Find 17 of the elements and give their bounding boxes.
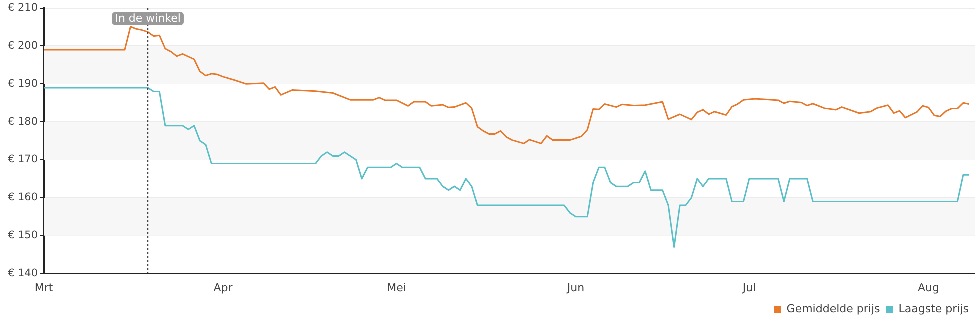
y-tick-label: € 160 [8,192,38,204]
legend-label: Gemiddelde prijs [786,302,881,316]
x-tick-label: Jun [566,281,585,294]
legend-label: Laagste prijs [898,302,970,316]
y-tick-label: € 200 [8,40,38,52]
ref-line-label: In de winkel [115,12,181,26]
y-tick-label: € 140 [8,268,38,280]
x-tick-label: Mrt [34,281,54,294]
y-tick-label: € 210 [8,2,38,14]
y-tick-label: € 170 [8,154,38,166]
x-tick-label: Jul [742,281,756,294]
x-tick-label: Aug [918,281,940,294]
y-tick-label: € 190 [8,78,38,90]
x-tick-label: Apr [214,281,234,294]
x-tick-label: Mei [387,281,406,294]
y-tick-label: € 180 [8,116,38,128]
y-tick-label: € 150 [8,230,38,242]
